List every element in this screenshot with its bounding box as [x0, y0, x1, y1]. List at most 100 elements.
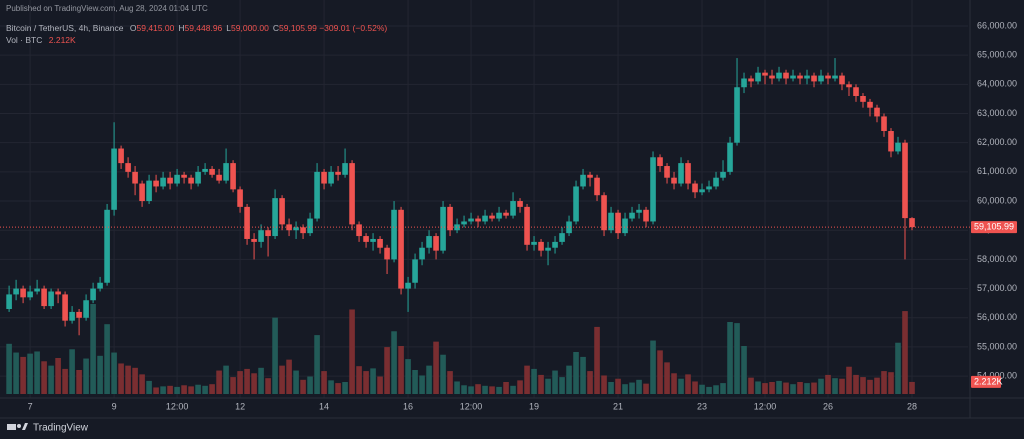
x-tick-label: 7 [28, 401, 33, 411]
candle-body [545, 247, 551, 251]
volume-bar [384, 347, 390, 394]
ohlc-value: 59,105.99 [279, 23, 317, 33]
volume-bar [300, 379, 306, 394]
candle-body [300, 227, 306, 234]
candle-body [139, 183, 145, 202]
y-tick-label: 66,000.00 [977, 20, 1017, 30]
volume-bar [804, 383, 810, 394]
candle-body [258, 230, 264, 242]
candle-body [573, 186, 579, 222]
volume-bar [447, 371, 453, 394]
volume-bar [349, 309, 355, 394]
volume-bar [783, 382, 789, 394]
volume-title: Vol · BTC [6, 35, 43, 45]
candle-body [825, 75, 831, 79]
candle-body [146, 180, 152, 202]
candle-body [314, 171, 320, 219]
volume-bar [706, 386, 712, 394]
candle-body [594, 177, 600, 196]
volume-bar [272, 317, 278, 394]
ohlc-value: 59,448.96 [184, 23, 223, 33]
last-price-label: 59,105.99 [974, 222, 1014, 232]
volume-bar [104, 324, 110, 394]
volume-bar [496, 386, 502, 394]
volume-bar [790, 384, 796, 394]
last-price-box [971, 221, 1017, 234]
candle-body [335, 171, 341, 175]
volume-bar [741, 346, 747, 394]
volume-bar [237, 371, 243, 394]
candle-body [580, 174, 586, 187]
symbol-title: Bitcoin / TetherUS, 4h, Binance [6, 23, 124, 33]
candle-body [356, 224, 362, 237]
volume-bar [97, 355, 103, 394]
volume-bar [797, 382, 803, 394]
volume-bar [279, 365, 285, 394]
volume-bar [685, 374, 691, 394]
volume-bar [328, 380, 334, 394]
volume-bar [559, 377, 565, 394]
ohlc-key: L [226, 23, 232, 33]
candle-body [405, 282, 411, 289]
footer-logo [7, 423, 28, 430]
candle-body [286, 224, 292, 231]
candle-body [720, 171, 726, 178]
candle-body [517, 201, 523, 207]
candle-body [321, 171, 327, 184]
candle-body [391, 209, 397, 260]
candle-body [398, 209, 404, 289]
volume-bar [671, 373, 677, 394]
volume-bar [202, 385, 208, 394]
candle-body [27, 291, 33, 298]
candle-body [454, 224, 460, 231]
volume-bar [440, 354, 446, 394]
candle-body [671, 177, 677, 184]
volume-bar [622, 384, 628, 394]
change-value: −309.01 (−0.52%) [319, 23, 388, 33]
volume-bar [454, 381, 460, 394]
volume-bar [657, 350, 663, 394]
candle-body [664, 166, 670, 178]
volume-bar [125, 365, 131, 394]
volume-bar [48, 365, 54, 394]
volume-label-box [971, 375, 1001, 388]
volume-bar [699, 384, 705, 394]
candle-body [629, 212, 635, 219]
candle-body [524, 206, 530, 245]
volume-bar [335, 383, 341, 394]
candle-body [860, 95, 866, 102]
candle-body [62, 294, 68, 321]
volume-bar [139, 374, 145, 394]
candle-body [195, 171, 201, 184]
volume-bar [265, 378, 271, 394]
volume-bar [216, 370, 222, 394]
volume-bar [608, 382, 614, 394]
footer-brand: TradingView [33, 423, 89, 434]
candle-body [559, 233, 565, 242]
candle-body [34, 288, 40, 292]
candle-body [762, 72, 768, 76]
candle-body [650, 157, 656, 222]
candle-body [608, 212, 614, 231]
y-tick-label: 61,000.00 [977, 166, 1017, 176]
volume-bar [419, 375, 425, 394]
candle-body [839, 75, 845, 85]
volume-bar [664, 362, 670, 394]
candle-body [216, 174, 222, 181]
volume-bar [636, 379, 642, 394]
volume-bar [314, 335, 320, 394]
candle-body [475, 218, 481, 222]
volume-bar [587, 371, 593, 394]
volume-bar [734, 323, 740, 394]
volume-bar [867, 379, 873, 394]
volume-bar [538, 374, 544, 394]
candle-body [734, 87, 740, 143]
volume-bar [223, 365, 229, 394]
candle-body [223, 163, 229, 181]
plot: 66,000.00 65,000.00 64,000.00 63,000.00 62,0… [0, 0, 1024, 418]
volume-bar [209, 384, 215, 394]
candle-body [181, 174, 187, 178]
candle-body [867, 101, 873, 108]
volume-bar [174, 386, 180, 394]
candle-body [874, 107, 880, 117]
